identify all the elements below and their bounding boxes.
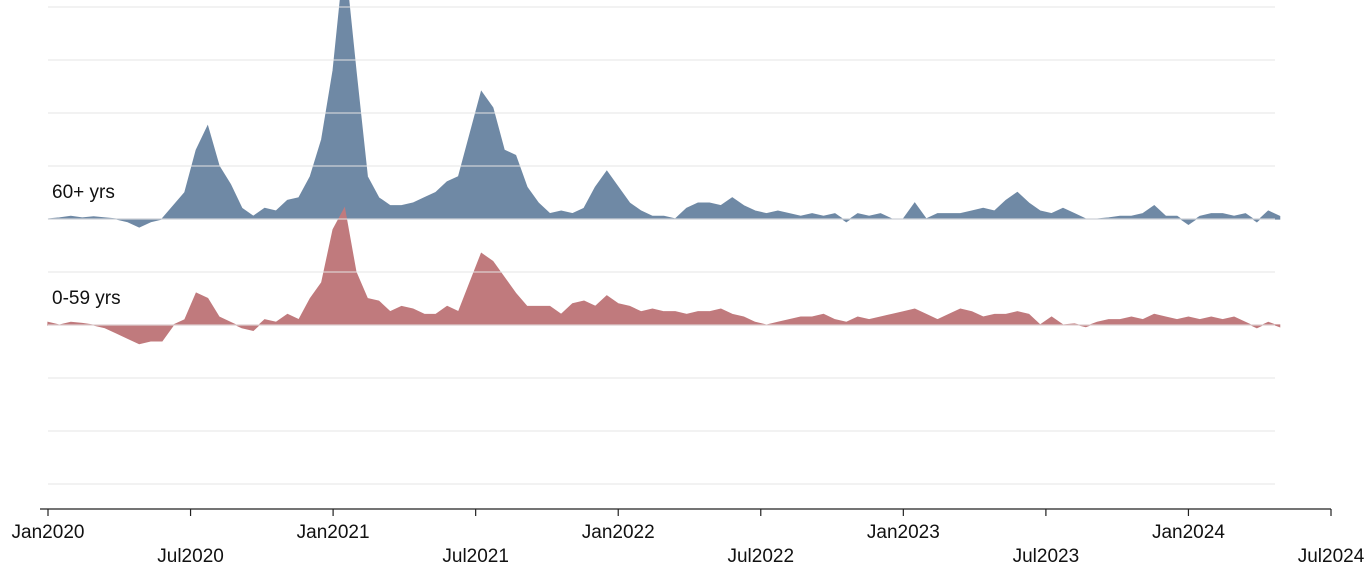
x-tick-label: Jan2021 bbox=[297, 522, 370, 543]
x-tick-label: Jan2020 bbox=[12, 522, 85, 543]
x-tick-label: Jan2022 bbox=[582, 522, 655, 543]
series-label: 60+ yrs bbox=[52, 182, 115, 203]
x-tick-label: Jul2024 bbox=[1298, 546, 1365, 567]
series-label: 0-59 yrs bbox=[52, 288, 121, 309]
x-tick-label: Jul2023 bbox=[1013, 546, 1080, 567]
x-tick-label: Jan2024 bbox=[1152, 522, 1225, 543]
x-tick-label: Jul2020 bbox=[157, 546, 224, 567]
area bbox=[47, 206, 1281, 345]
x-tick-label: Jul2022 bbox=[727, 546, 794, 567]
x-tick-label: Jul2021 bbox=[442, 546, 509, 567]
x-tick-label: Jan2023 bbox=[867, 522, 940, 543]
